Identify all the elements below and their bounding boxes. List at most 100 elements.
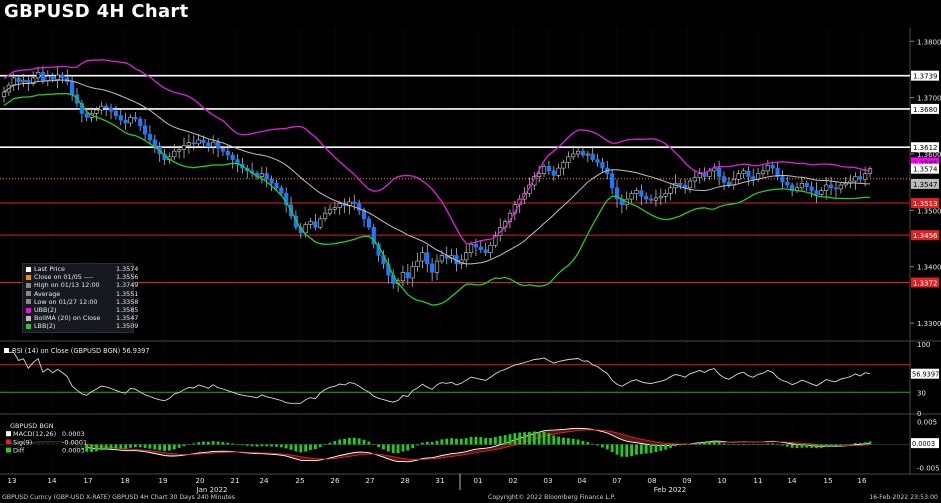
diff-bar xyxy=(216,441,220,445)
price-y-tick: 1.3700 xyxy=(917,95,941,103)
level-tag-label: 1.3680 xyxy=(913,106,938,114)
candle-body xyxy=(600,162,605,169)
candle-body xyxy=(653,197,659,201)
diff-bar xyxy=(571,438,575,445)
candle-body xyxy=(639,190,644,197)
lbb-line xyxy=(3,92,870,306)
diff-bar xyxy=(435,440,439,445)
diff-bar xyxy=(158,444,162,451)
candle-body xyxy=(566,156,571,163)
diff-bar xyxy=(708,441,711,445)
candle-body xyxy=(318,218,323,228)
candle-body xyxy=(580,150,586,156)
x-tick-label: 09 xyxy=(682,476,692,485)
diff-bar xyxy=(703,442,706,445)
candle-body xyxy=(556,167,561,176)
candle-body xyxy=(614,187,620,200)
diff-bar xyxy=(834,444,838,447)
candle-body xyxy=(790,184,795,191)
candle-body xyxy=(780,176,785,183)
macd-legend-label: GBPUSD BGN xyxy=(10,422,54,430)
candle-body xyxy=(833,187,839,190)
diff-bar xyxy=(669,444,672,448)
diff-bar xyxy=(138,444,142,448)
candle-body xyxy=(721,176,727,183)
diff-bar xyxy=(581,440,585,445)
diff-bar xyxy=(771,443,775,445)
diff-bar xyxy=(776,444,779,445)
legend-label: BollMA (20) on Close xyxy=(34,314,101,323)
candle-body xyxy=(60,74,65,79)
diff-bar xyxy=(596,444,599,446)
axis-tag-label: 1.3547 xyxy=(913,181,938,189)
diff-bar xyxy=(639,444,643,455)
diff-bar xyxy=(678,444,682,446)
diff-bar xyxy=(406,444,410,451)
diff-bar xyxy=(532,431,536,445)
legend-swatch xyxy=(26,307,31,313)
candle-body xyxy=(293,215,299,228)
candle-body xyxy=(610,173,615,189)
macd-legend-bg xyxy=(3,420,85,458)
diff-bar xyxy=(270,444,273,447)
candle-body xyxy=(785,181,790,186)
price-y-tick: 1.3500 xyxy=(917,207,941,215)
diff-bar xyxy=(221,442,225,445)
x-tick-label: 08 xyxy=(647,476,657,485)
diff-bar xyxy=(601,444,604,448)
diff-bar xyxy=(450,438,453,445)
candle-body xyxy=(634,190,639,194)
candle-body xyxy=(142,125,148,135)
candle-body xyxy=(181,145,187,150)
diff-bar xyxy=(318,444,322,448)
candle-body xyxy=(327,208,333,214)
price-y-tick: 1.3600 xyxy=(917,151,941,159)
candle-body xyxy=(1,91,7,97)
candle-body xyxy=(468,243,474,253)
level-tag xyxy=(911,230,939,241)
candle-body xyxy=(323,212,328,220)
x-tick-label: 26 xyxy=(330,476,340,485)
diff-bar xyxy=(187,444,191,445)
level-tag xyxy=(911,277,939,288)
candle-body xyxy=(824,184,829,191)
diff-bar xyxy=(192,443,196,445)
diff-bar xyxy=(552,435,556,445)
x-tick-label: 24 xyxy=(259,476,269,485)
legend-label: Low on 01/27 12:00 xyxy=(34,297,98,306)
candle-body xyxy=(590,153,595,160)
axis-tag xyxy=(911,157,939,168)
candle-body xyxy=(410,266,415,279)
diff-bar xyxy=(309,444,312,451)
diff-bar xyxy=(586,442,590,445)
diff-bar xyxy=(440,439,444,445)
footer-left: GBPUSD Curncy (GBP-USD X-RATE) GBPUSD 4H… xyxy=(2,494,235,501)
diff-bar xyxy=(566,438,570,445)
candle-body xyxy=(814,190,819,195)
candle-body xyxy=(527,184,532,194)
candle-body xyxy=(629,193,634,200)
level-tag xyxy=(911,198,939,209)
legend-value: 1.3509 xyxy=(116,322,139,331)
level-tag-label: 1.3739 xyxy=(913,73,938,81)
candle-body xyxy=(863,173,868,180)
candle-body xyxy=(717,167,722,177)
x-tick-label: 19 xyxy=(158,476,168,485)
candle-body xyxy=(99,105,104,111)
legend-value: 1.3585 xyxy=(116,306,139,314)
candle-body xyxy=(658,195,663,199)
candle-body xyxy=(45,75,50,82)
legend-value: 1.3556 xyxy=(116,273,139,282)
candle-body xyxy=(575,150,581,155)
legend-label: LBB(2) xyxy=(34,322,56,331)
x-tick-label: 02 xyxy=(508,476,517,485)
chart-title: GBPUSD 4H Chart xyxy=(4,1,189,22)
diff-bar xyxy=(849,444,852,445)
candle-body xyxy=(434,260,440,273)
candle-body xyxy=(571,153,576,158)
diff-bar xyxy=(401,444,405,452)
candle-body xyxy=(332,207,337,210)
x-tick-label: 18 xyxy=(120,476,130,485)
rsi-y-tick: 100 xyxy=(917,341,930,349)
